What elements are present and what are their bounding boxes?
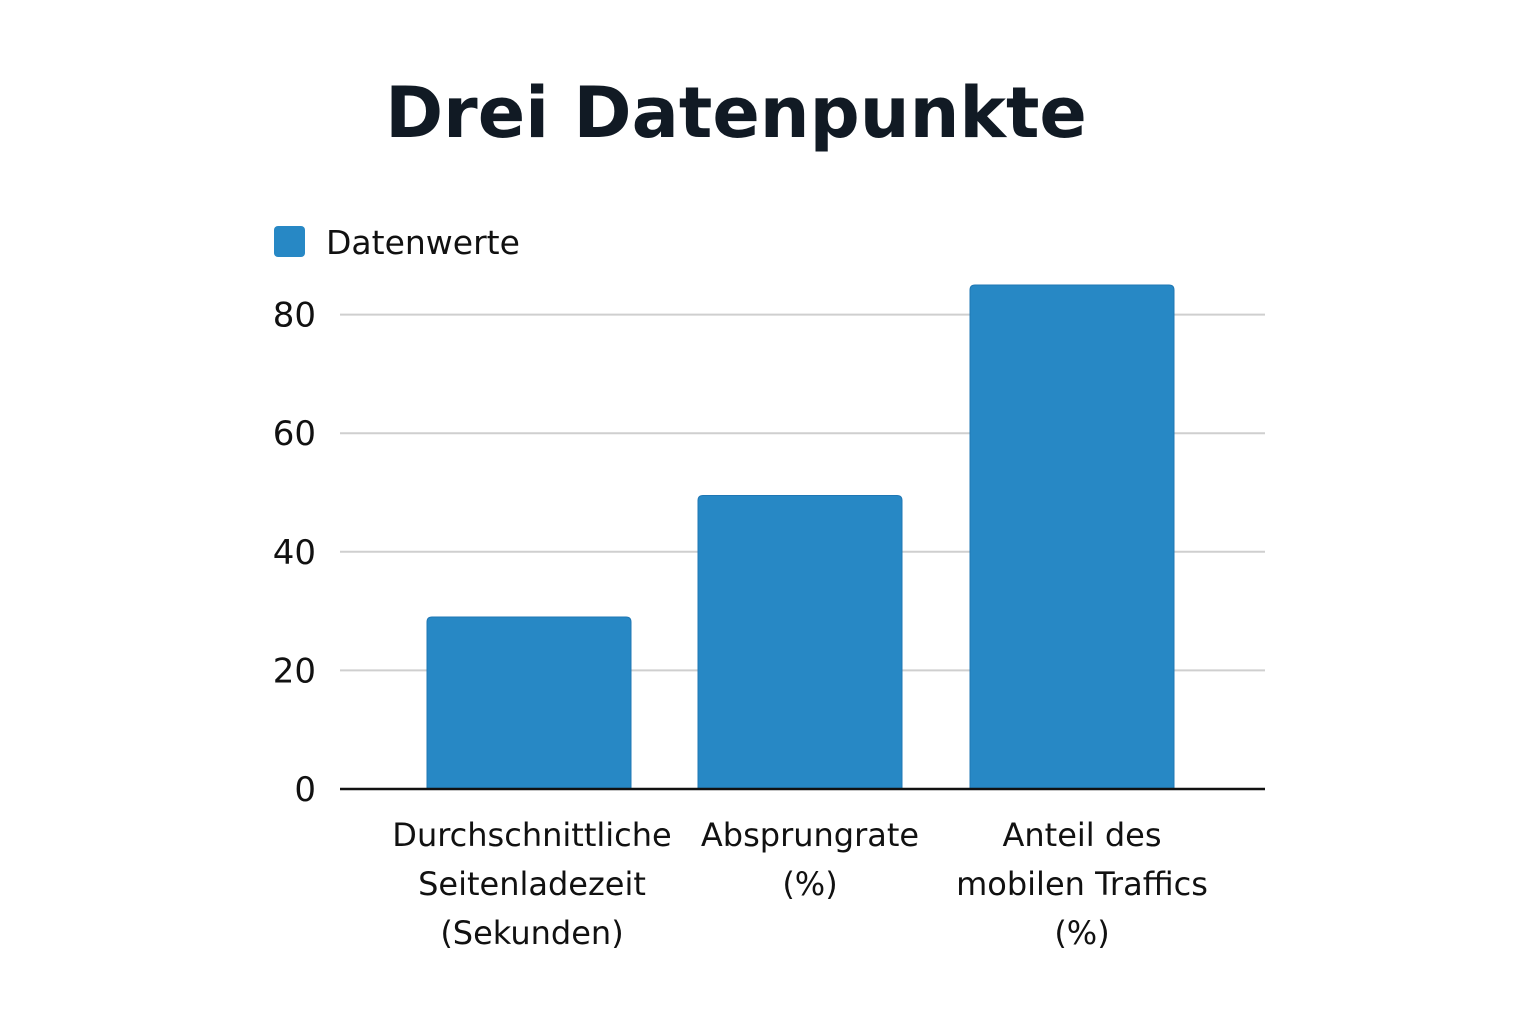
bar (697, 494, 903, 790)
x-category-label-line: (%) (1054, 914, 1109, 952)
y-axis-ticks: 0 20 40 60 80 (273, 296, 316, 810)
legend-swatch (274, 226, 305, 257)
x-category-label-line: mobilen Traffics (956, 865, 1208, 903)
y-tick-label: 0 (294, 770, 316, 810)
x-category-label-line: (%) (782, 865, 837, 903)
x-axis-labels: Durchschnittliche Seitenladezeit (Sekunden… (392, 816, 1208, 952)
x-category-label-line: Durchschnittliche (392, 816, 671, 854)
x-category-label-line: Seitenladezeit (418, 865, 646, 903)
x-category-label: Durchschnittliche Seitenladezeit (Sekunden… (392, 816, 671, 952)
y-tick-label: 40 (273, 533, 316, 573)
chart-title: Drei Datenpunkte (385, 72, 1087, 154)
y-tick-label: 80 (273, 296, 316, 336)
x-category-label: Absprungrate (%) (701, 816, 919, 903)
y-tick-label: 60 (273, 414, 316, 454)
x-category-label-line: (Sekunden) (440, 914, 623, 952)
x-category-label-line: Anteil des (1002, 816, 1161, 854)
y-tick-label: 20 (273, 651, 316, 691)
bars (426, 284, 1175, 790)
bar (426, 616, 632, 790)
bar (969, 284, 1175, 790)
x-category-label: Anteil des mobilen Traffics (%) (956, 816, 1208, 952)
legend: Datenwerte (274, 223, 520, 262)
legend-label: Datenwerte (326, 223, 520, 262)
x-category-label-line: Absprungrate (701, 816, 919, 854)
